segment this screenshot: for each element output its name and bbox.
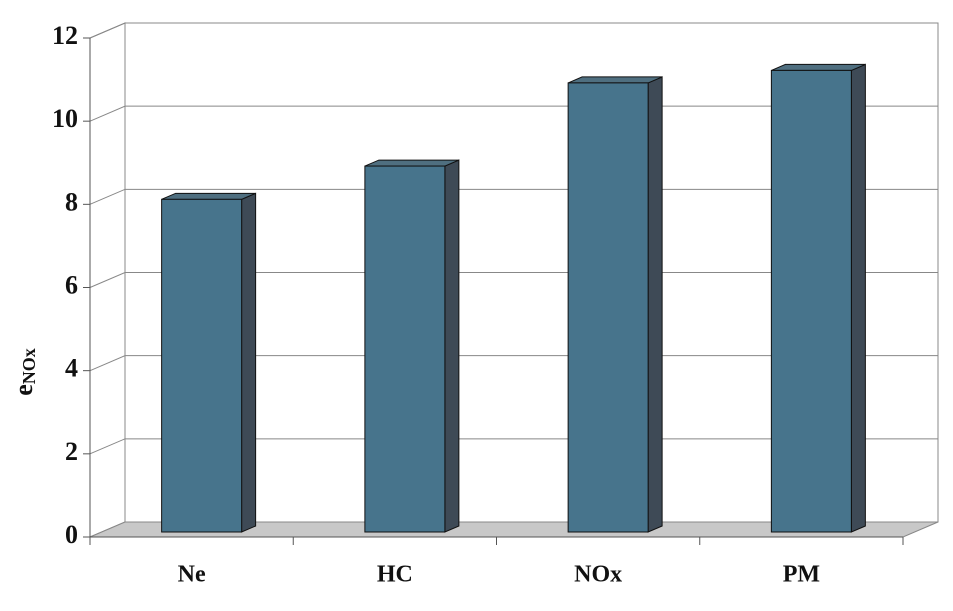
y-tick-label: 2 [65, 437, 78, 466]
bar-side [850, 63, 866, 533]
bar [364, 165, 446, 533]
y-tick-label: 4 [65, 354, 78, 383]
bar-top [567, 76, 663, 84]
bar-top [771, 63, 866, 71]
bar [770, 69, 852, 533]
grid-line [89, 272, 938, 288]
y-tick-label: 8 [65, 187, 78, 216]
y-label-subscript: NOx [19, 348, 39, 384]
x-tick-label: Ne [178, 562, 206, 588]
grid-line [89, 105, 938, 122]
bar-top [161, 192, 256, 200]
y-label-base: e [9, 384, 38, 396]
y-axis-label: eNOx [9, 348, 39, 396]
bar-side [241, 192, 257, 533]
x-tick-label: NOx [574, 562, 622, 588]
x-tick-label: HC [377, 562, 413, 588]
y-tick-label: 6 [65, 270, 78, 299]
grid-line [89, 355, 938, 372]
bar [161, 198, 243, 533]
y-tick-label: 0 [65, 520, 78, 549]
bar-side [444, 159, 460, 533]
grid-line [89, 438, 938, 455]
x-tick-label: PM [783, 562, 820, 588]
grid-line [89, 188, 938, 205]
bar-top [364, 159, 460, 167]
y-tick-label: 12 [52, 21, 78, 50]
bar [567, 82, 649, 533]
y-tick-label: 10 [52, 104, 78, 133]
grid-line [89, 22, 938, 39]
bar-side [647, 76, 663, 533]
